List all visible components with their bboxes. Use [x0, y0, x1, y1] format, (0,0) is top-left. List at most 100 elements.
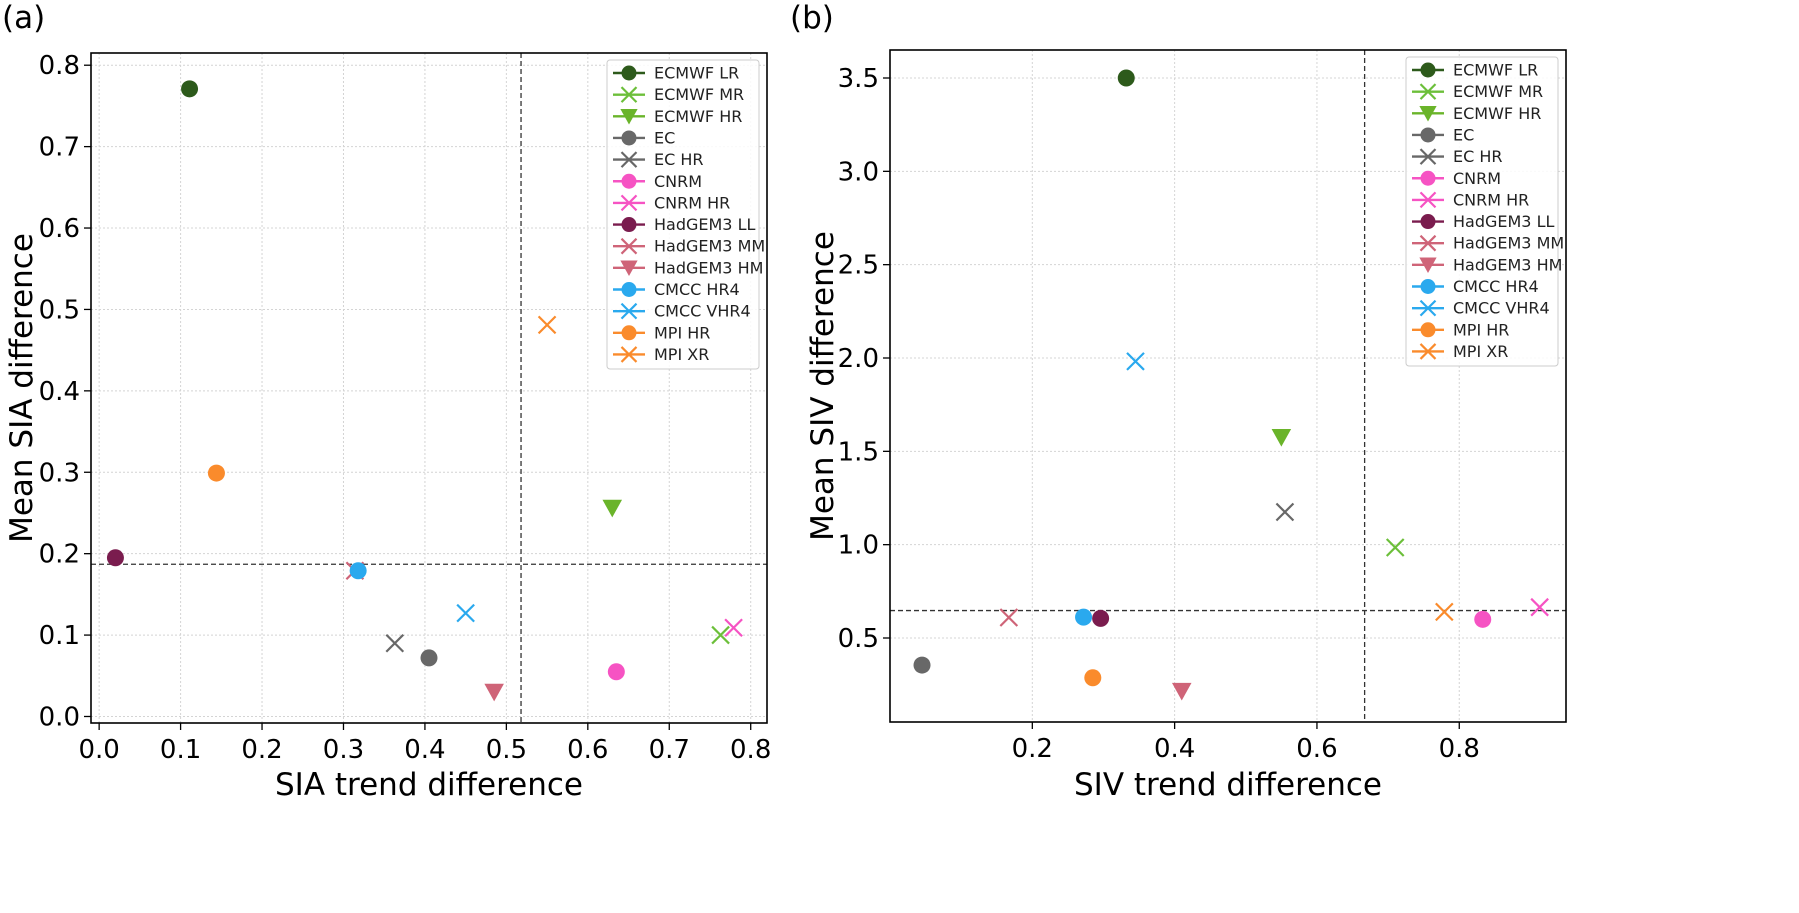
data-point-cnrm — [1474, 610, 1492, 628]
panel-label: (b) — [790, 0, 834, 36]
legend-entry: ECMWF LR — [1453, 61, 1538, 80]
legend-marker — [1419, 83, 1437, 100]
legend-entry: CNRM — [654, 172, 702, 191]
legend-marker — [620, 346, 638, 363]
legend-marker — [620, 302, 638, 320]
axes-frame — [889, 49, 1567, 723]
y-tick-label: 0.5 — [838, 624, 879, 654]
legend-marker — [1420, 62, 1436, 78]
legend-entry: MPI XR — [654, 345, 709, 364]
legend-marker — [1420, 322, 1436, 338]
y-axis-label: Mean SIA difference — [4, 233, 40, 543]
legend-entry: CMCC HR4 — [654, 280, 740, 299]
legend-entry: HadGEM3 HM — [1453, 255, 1562, 274]
x-tick-label: 0.6 — [567, 735, 608, 765]
legend-entry: ECMWF LR — [654, 64, 739, 83]
x-tick-label: 0.4 — [404, 735, 445, 765]
legend-marker — [621, 217, 637, 233]
data-point-ec — [913, 656, 931, 674]
data-point-mpi-hr — [207, 464, 225, 482]
data-point-cmcc-hr4 — [1075, 608, 1093, 626]
y-tick-label: 0.3 — [39, 458, 80, 488]
y-tick-label: 1.0 — [838, 531, 879, 561]
data-point-ecmwf-hr — [1271, 429, 1292, 447]
legend-entry: CMCC VHR4 — [654, 302, 751, 321]
legend-entry: CNRM HR — [654, 193, 730, 212]
legend-entry: ECMWF MR — [1453, 82, 1543, 101]
data-point-hadgem3-ll — [106, 549, 124, 567]
legend: ECMWF LR ECMWF MR ECMWF HR EC EC HR CNRM CNRM … — [1405, 56, 1564, 367]
y-tick-label: 0.1 — [39, 621, 80, 651]
legend-marker — [1419, 299, 1437, 317]
x-tick-label: 0.8 — [730, 735, 771, 765]
panel-b: 0.2 0.4 0.6 0.8 0.5 1.0 1.5 2.0 2.5 3.0 3.5 SIV tre… — [790, 0, 1567, 803]
legend-marker — [620, 151, 638, 168]
data-point-mpi-hr — [1084, 669, 1102, 687]
legend-marker — [620, 237, 638, 255]
data-point-cnrm-hr — [1530, 597, 1549, 617]
data-point-cmcc-vhr4 — [456, 603, 475, 623]
legend-marker — [1419, 343, 1437, 360]
legend: ECMWF LR ECMWF MR ECMWF HR EC EC HR CNRM CNRM … — [606, 59, 765, 370]
legend-marker — [620, 260, 638, 277]
data-point-ecmwf-hr — [602, 499, 623, 518]
legend-marker — [1420, 279, 1436, 294]
y-tick-label: 0.7 — [39, 133, 80, 163]
x-tick-label: 0.3 — [323, 735, 364, 765]
y-tick-label: 3.5 — [838, 64, 879, 94]
x-tick-label: 0.2 — [1012, 734, 1053, 764]
legend-entry: EC HR — [654, 150, 704, 169]
data-point-ecmwf-lr — [1117, 69, 1135, 87]
y-axis-label: Mean SIV difference — [805, 231, 841, 541]
legend-entry: HadGEM3 HM — [654, 258, 763, 277]
legend-entry: HadGEM3 MM — [1453, 234, 1564, 253]
y-tick-label: 0.5 — [39, 295, 80, 325]
x-tick-label: 0.5 — [486, 735, 527, 765]
data-point-mpi-xr — [537, 315, 557, 335]
legend-entry: HadGEM3 LL — [1453, 212, 1554, 231]
legend-marker — [620, 194, 638, 212]
legend-marker — [1419, 257, 1437, 274]
y-tick-label: 0.6 — [39, 214, 80, 244]
legend-entry: HadGEM3 MM — [654, 237, 765, 256]
legend-marker — [621, 173, 637, 189]
data-point-hadgem3-hm — [484, 683, 504, 702]
data-point-ec-hr — [385, 633, 405, 653]
legend-marker — [621, 130, 637, 146]
legend-marker — [1419, 191, 1437, 209]
x-tick-label: 0.0 — [78, 735, 119, 765]
legend-entry: MPI HR — [1453, 320, 1509, 339]
data-point-hadgem3-mm — [999, 608, 1019, 627]
panel-a: 0.0 0.1 0.2 0.3 0.4 0.5 0.6 0.7 0.8 0.0 0.1 0.2 0.3 0… — [2, 0, 771, 803]
legend-marker — [1419, 105, 1437, 122]
axes-frame — [90, 52, 768, 724]
legend-entry: CNRM HR — [1453, 190, 1529, 209]
legend-marker — [1419, 234, 1437, 252]
legend-entry: EC — [1453, 125, 1474, 144]
legend-marker — [621, 325, 637, 341]
x-axis-label: SIA trend difference — [275, 767, 583, 803]
legend-entry: EC — [654, 128, 675, 147]
panel-label: (a) — [2, 0, 45, 36]
legend-entry: ECMWF MR — [654, 85, 744, 104]
x-tick-label: 0.7 — [649, 735, 690, 765]
legend-marker — [1419, 148, 1437, 165]
legend-entry: MPI XR — [1453, 342, 1508, 361]
legend-marker — [621, 65, 637, 81]
data-point-cnrm — [607, 663, 625, 681]
x-tick-label: 0.6 — [1296, 734, 1337, 764]
legend-entry: HadGEM3 LL — [654, 215, 755, 234]
y-tick-label: 0.2 — [39, 540, 80, 570]
x-axis-label: SIV trend difference — [1074, 767, 1382, 803]
data-point-hadgem3-ll — [1092, 609, 1110, 627]
x-tick-label: 0.4 — [1154, 734, 1195, 764]
y-tick-label: 3.0 — [838, 157, 879, 187]
legend-entry: CMCC VHR4 — [1453, 299, 1550, 318]
y-tick-label: 2.0 — [838, 344, 879, 374]
data-point-cmcc-hr4 — [349, 562, 367, 580]
legend-marker — [620, 86, 638, 103]
data-point-ecmwf-mr — [1385, 538, 1405, 557]
data-point-ec — [420, 649, 438, 667]
legend-entry: ECMWF HR — [654, 107, 742, 126]
